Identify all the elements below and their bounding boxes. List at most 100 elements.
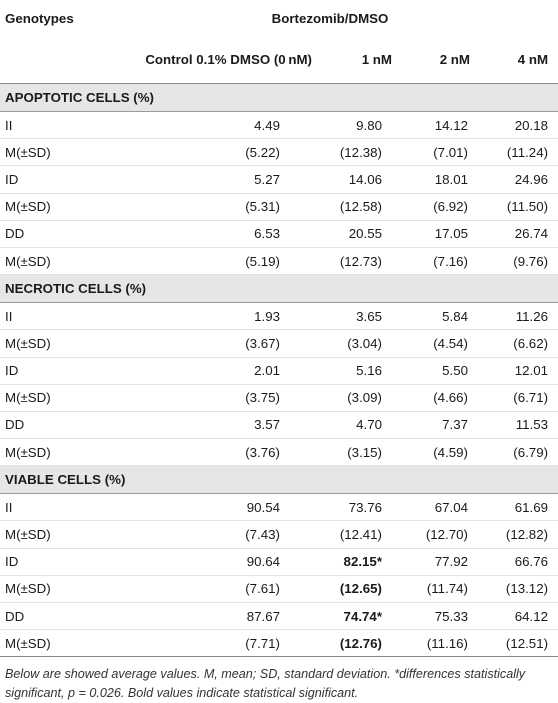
table-row: ID 5.27 14.06 18.01 24.96 bbox=[0, 165, 558, 194]
cell-4nm: 11.53 bbox=[484, 411, 558, 440]
row-label: DD bbox=[0, 602, 112, 631]
table-footnote: Below are showed average values. M, mean… bbox=[5, 667, 526, 701]
section-title: APOPTOTIC CELLS (%) bbox=[0, 83, 558, 112]
cell-2nm: (12.70) bbox=[410, 520, 484, 549]
row-label: M(±SD) bbox=[0, 438, 112, 467]
cell-1nm: (12.38) bbox=[330, 138, 410, 167]
cell-1nm: 3.65 bbox=[330, 302, 410, 331]
cell-2nm: 75.33 bbox=[410, 602, 484, 631]
table-row: II 1.93 3.65 5.84 11.26 bbox=[0, 302, 558, 331]
cell-control: (3.75) bbox=[112, 384, 330, 412]
table-body: APOPTOTIC CELLS (%) II 4.49 9.80 14.12 20.18 M… bbox=[0, 83, 558, 658]
genotypes-header: Genotypes bbox=[5, 10, 74, 26]
cell-control: (5.22) bbox=[112, 138, 330, 167]
data-table: Genotypes Bortezomib/DMSO Control 0.1% D… bbox=[0, 10, 558, 658]
header-blank bbox=[0, 36, 112, 84]
group-header: Bortezomib/DMSO bbox=[271, 10, 389, 26]
section-header-row: APOPTOTIC CELLS (%) bbox=[0, 83, 558, 112]
cell-control: (7.61) bbox=[112, 575, 330, 604]
cell-1nm: 73.76 bbox=[330, 493, 410, 522]
row-label: M(±SD) bbox=[0, 138, 112, 167]
row-label: II bbox=[0, 493, 112, 522]
cell-4nm: 24.96 bbox=[484, 165, 558, 194]
cell-control: 4.49 bbox=[112, 111, 330, 140]
cell-4nm: (11.50) bbox=[484, 193, 558, 221]
cell-2nm: 14.12 bbox=[410, 111, 484, 140]
cell-2nm: 17.05 bbox=[410, 220, 484, 248]
table-row: M(±SD) (3.75) (3.09) (4.66) (6.71) bbox=[0, 384, 558, 412]
table-row: DD 3.57 4.70 7.37 11.53 bbox=[0, 411, 558, 440]
cell-control: 90.64 bbox=[112, 548, 330, 576]
cell-1nm: (3.09) bbox=[330, 384, 410, 412]
cell-4nm: 12.01 bbox=[484, 357, 558, 385]
cell-1nm: (3.04) bbox=[330, 329, 410, 358]
cell-2nm: 67.04 bbox=[410, 493, 484, 522]
row-label: DD bbox=[0, 411, 112, 440]
cell-control: (3.76) bbox=[112, 438, 330, 467]
cell-4nm: (13.12) bbox=[484, 575, 558, 604]
cell-1nm: 20.55 bbox=[330, 220, 410, 248]
row-label: ID bbox=[0, 357, 112, 385]
table-row: ID 90.64 82.15* 77.92 66.76 bbox=[0, 548, 558, 576]
cell-4nm: 61.69 bbox=[484, 493, 558, 522]
cell-4nm: 11.26 bbox=[484, 302, 558, 331]
cell-2nm: 5.50 bbox=[410, 357, 484, 385]
table-row: M(±SD) (7.43) (12.41) (12.70) (12.82) bbox=[0, 520, 558, 549]
cell-2nm: (11.74) bbox=[410, 575, 484, 604]
table-row: M(±SD) (7.71) (12.76) (11.16) (12.51) bbox=[0, 629, 558, 658]
cell-1nm: 5.16 bbox=[330, 357, 410, 385]
row-label: M(±SD) bbox=[0, 247, 112, 276]
column-header-1nm: 1 nM bbox=[330, 36, 410, 84]
cell-control: (7.43) bbox=[112, 520, 330, 549]
cell-1nm: 4.70 bbox=[330, 411, 410, 440]
cell-control: (7.71) bbox=[112, 629, 330, 658]
row-label: M(±SD) bbox=[0, 629, 112, 658]
cell-control: 2.01 bbox=[112, 357, 330, 385]
cell-control: (5.19) bbox=[112, 247, 330, 276]
cell-2nm: 18.01 bbox=[410, 165, 484, 194]
cell-4nm: 64.12 bbox=[484, 602, 558, 631]
section-title: VIABLE CELLS (%) bbox=[0, 465, 558, 495]
cell-1nm: 74.74* bbox=[330, 602, 410, 631]
cell-4nm: (12.82) bbox=[484, 520, 558, 549]
row-label: DD bbox=[0, 220, 112, 248]
cell-2nm: (4.59) bbox=[410, 438, 484, 467]
table-row: M(±SD) (5.19) (12.73) (7.16) (9.76) bbox=[0, 247, 558, 276]
row-label: ID bbox=[0, 548, 112, 576]
cell-2nm: 77.92 bbox=[410, 548, 484, 576]
table-row: M(±SD) (3.67) (3.04) (4.54) (6.62) bbox=[0, 329, 558, 358]
cell-control: 6.53 bbox=[112, 220, 330, 248]
table-row: M(±SD) (7.61) (12.65) (11.74) (13.12) bbox=[0, 575, 558, 604]
table-row: M(±SD) (5.22) (12.38) (7.01) (11.24) bbox=[0, 138, 558, 167]
cell-1nm: (12.73) bbox=[330, 247, 410, 276]
table-row: ID 2.01 5.16 5.50 12.01 bbox=[0, 357, 558, 385]
column-header-4nm: 4 nM bbox=[484, 36, 558, 84]
cell-4nm: (6.71) bbox=[484, 384, 558, 412]
cell-control: 1.93 bbox=[112, 302, 330, 331]
section-header-row: NECROTIC CELLS (%) bbox=[0, 274, 558, 304]
row-label: II bbox=[0, 302, 112, 331]
table-row: DD 6.53 20.55 17.05 26.74 bbox=[0, 220, 558, 248]
cell-2nm: (6.92) bbox=[410, 193, 484, 221]
cell-2nm: (4.66) bbox=[410, 384, 484, 412]
cell-4nm: 66.76 bbox=[484, 548, 558, 576]
cell-control: (5.31) bbox=[112, 193, 330, 221]
row-label: M(±SD) bbox=[0, 575, 112, 604]
cell-2nm: (4.54) bbox=[410, 329, 484, 358]
cell-4nm: (6.79) bbox=[484, 438, 558, 467]
row-label: M(±SD) bbox=[0, 193, 112, 221]
cell-4nm: (12.51) bbox=[484, 629, 558, 658]
row-label: M(±SD) bbox=[0, 329, 112, 358]
section-header-row: VIABLE CELLS (%) bbox=[0, 465, 558, 495]
column-header-2nm: 2 nM bbox=[410, 36, 484, 84]
cell-4nm: 26.74 bbox=[484, 220, 558, 248]
cell-2nm: (7.16) bbox=[410, 247, 484, 276]
cell-1nm: 82.15* bbox=[330, 548, 410, 576]
cell-2nm: 7.37 bbox=[410, 411, 484, 440]
table-row: M(±SD) (5.31) (12.58) (6.92) (11.50) bbox=[0, 193, 558, 221]
cell-1nm: (12.76) bbox=[330, 629, 410, 658]
cell-4nm: (9.76) bbox=[484, 247, 558, 276]
cell-2nm: 5.84 bbox=[410, 302, 484, 331]
cell-4nm: 20.18 bbox=[484, 111, 558, 140]
